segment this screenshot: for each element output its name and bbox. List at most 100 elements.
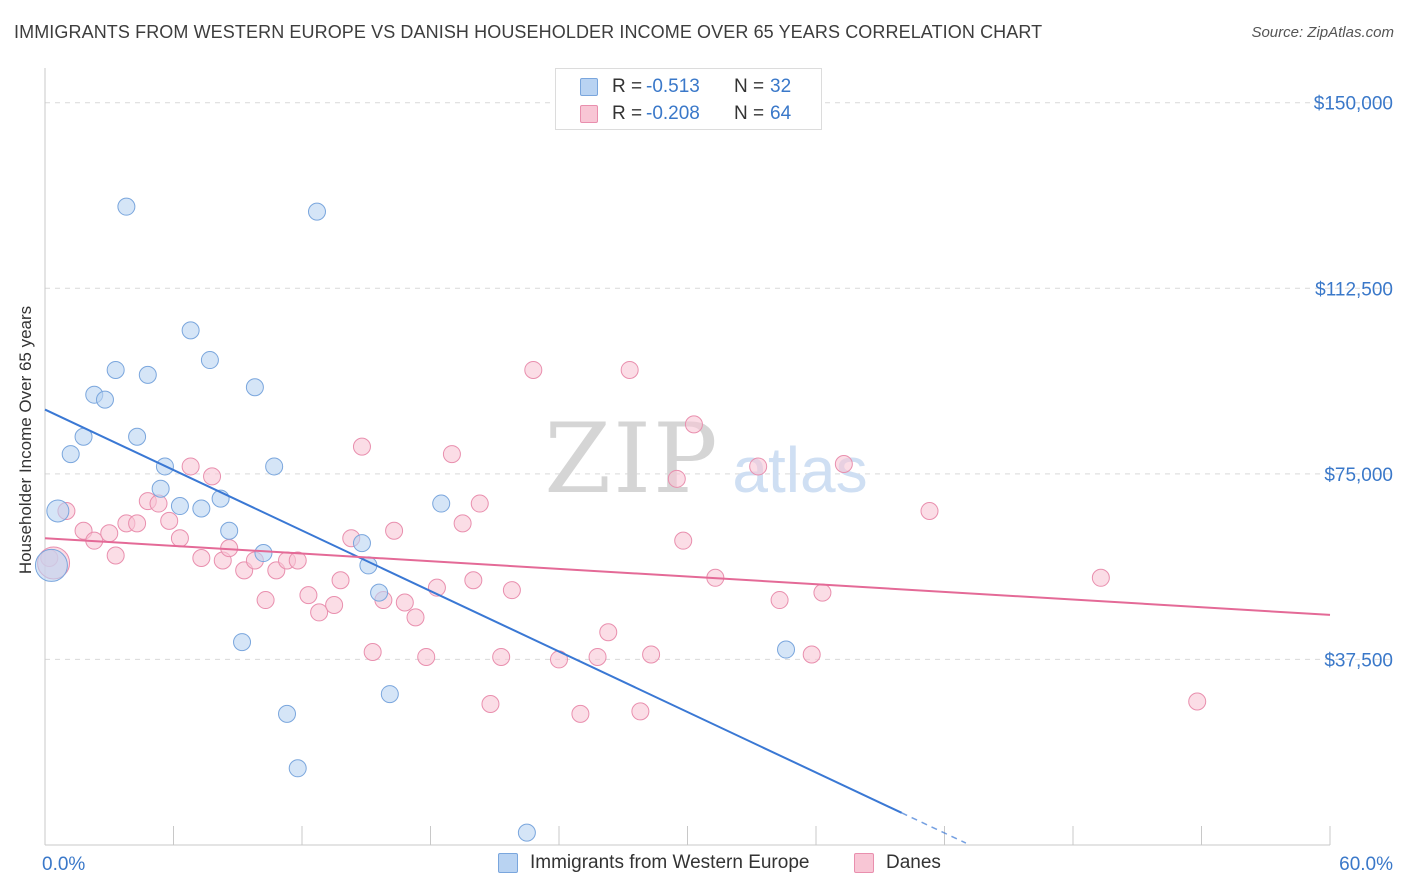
western-europe-point bbox=[170, 497, 189, 516]
trend-lines bbox=[44, 408, 1331, 844]
danes-point bbox=[470, 494, 489, 513]
western-europe-point bbox=[777, 640, 796, 659]
danes-point bbox=[160, 511, 179, 530]
danes-point bbox=[684, 415, 703, 434]
y-tick-label-0: $37,500 bbox=[1324, 650, 1393, 671]
danes-point bbox=[631, 702, 650, 721]
danes-point bbox=[524, 360, 543, 379]
danes-point bbox=[352, 437, 371, 456]
danes-point bbox=[588, 647, 607, 666]
danes-point bbox=[834, 454, 853, 473]
legend-swatch-pink bbox=[854, 853, 874, 873]
y-axis-label-text: Householder Income Over 65 years bbox=[16, 305, 35, 575]
r-label: R = bbox=[612, 103, 643, 124]
n-value: 32 bbox=[770, 76, 792, 97]
western-europe-point bbox=[61, 445, 80, 464]
r-value: -0.513 bbox=[646, 76, 700, 97]
danes-point bbox=[920, 501, 939, 520]
danes-point bbox=[181, 457, 200, 476]
x-tick-label-end: 60.0% bbox=[1339, 854, 1393, 875]
y-tick-label-1: $75,000 bbox=[1324, 465, 1393, 486]
danes-point bbox=[813, 583, 832, 602]
danes-point bbox=[492, 647, 511, 666]
western-europe-points bbox=[34, 197, 796, 842]
western-europe-point bbox=[138, 365, 157, 384]
western-europe-point bbox=[307, 202, 326, 221]
danes-point bbox=[203, 467, 222, 486]
y-axis-label: Householder Income Over 65 years bbox=[16, 306, 46, 574]
danes-point bbox=[620, 360, 639, 379]
danes-point bbox=[406, 608, 425, 627]
danes-point bbox=[256, 591, 275, 610]
western-europe-point bbox=[46, 499, 70, 523]
danes-point bbox=[288, 551, 307, 570]
danes-point bbox=[149, 494, 168, 513]
x-tick-label-start: 0.0% bbox=[42, 854, 85, 875]
danes-point bbox=[571, 704, 590, 723]
source-label: Source: ZipAtlas.com bbox=[1251, 24, 1394, 41]
danes-point bbox=[100, 524, 119, 543]
western-europe-point bbox=[95, 390, 114, 409]
danes-point bbox=[802, 645, 821, 664]
danes-point bbox=[128, 514, 147, 533]
danes-point bbox=[442, 445, 461, 464]
danes-point bbox=[453, 514, 472, 533]
danes-point bbox=[674, 531, 693, 550]
western-europe-point bbox=[517, 823, 536, 842]
danes-point bbox=[1188, 692, 1207, 711]
danes-point bbox=[502, 581, 521, 600]
x-tick-labels: 0.0% 60.0% bbox=[42, 854, 1393, 875]
danes-point bbox=[170, 529, 189, 548]
watermark: ZIP atlas bbox=[544, 403, 867, 515]
western-europe-trend-extension bbox=[901, 812, 967, 844]
western-europe-point bbox=[265, 457, 284, 476]
western-europe-point bbox=[380, 685, 399, 704]
danes-point bbox=[599, 623, 618, 642]
danes-point bbox=[192, 548, 211, 567]
danes-point bbox=[331, 571, 350, 590]
n-label: N = bbox=[734, 103, 765, 124]
legend-swatch-pink bbox=[580, 105, 598, 123]
danes-point bbox=[363, 643, 382, 662]
correlation-legend: R = -0.513 N = 32 R = -0.208 N = 64 bbox=[555, 68, 822, 130]
western-europe-point bbox=[34, 548, 68, 582]
chart-title: IMMIGRANTS FROM WESTERN EUROPE VS DANISH… bbox=[14, 22, 1043, 42]
legend-swatch-blue bbox=[498, 853, 518, 873]
legend-swatch-blue bbox=[580, 78, 598, 96]
danes-point bbox=[667, 469, 686, 488]
danes-point bbox=[770, 591, 789, 610]
danes-point bbox=[642, 645, 661, 664]
y-tick-label-3: $150,000 bbox=[1314, 94, 1393, 115]
r-value: -0.208 bbox=[646, 103, 700, 124]
western-europe-point bbox=[254, 544, 273, 563]
western-europe-point bbox=[432, 494, 451, 513]
western-europe-point bbox=[192, 499, 211, 518]
danes-point bbox=[464, 571, 483, 590]
danes-point bbox=[385, 521, 404, 540]
danes-points bbox=[37, 360, 1207, 723]
western-europe-point bbox=[370, 583, 389, 602]
danes-point bbox=[299, 586, 318, 605]
western-europe-point bbox=[106, 360, 125, 379]
danes-point bbox=[749, 457, 768, 476]
western-europe-point bbox=[220, 521, 239, 540]
axes bbox=[44, 68, 1331, 846]
danes-point bbox=[1091, 568, 1110, 587]
western-europe-point bbox=[117, 197, 136, 216]
danes-point bbox=[106, 546, 125, 565]
western-europe-trend-line bbox=[44, 408, 903, 814]
y-tick-labels: $37,500 $75,000 $112,500 $150,000 bbox=[1314, 94, 1393, 672]
danes-point bbox=[325, 596, 344, 615]
danes-point bbox=[417, 647, 436, 666]
n-value: 64 bbox=[770, 103, 792, 124]
western-europe-point bbox=[278, 704, 297, 723]
western-europe-point bbox=[151, 479, 170, 498]
western-europe-point bbox=[181, 321, 200, 340]
western-europe-point bbox=[352, 534, 371, 553]
danes-point bbox=[395, 593, 414, 612]
r-label: R = bbox=[612, 76, 643, 97]
western-europe-point bbox=[288, 759, 307, 778]
danes-point bbox=[481, 694, 500, 713]
danes-trend-line bbox=[44, 537, 1331, 616]
western-europe-point bbox=[128, 427, 147, 446]
